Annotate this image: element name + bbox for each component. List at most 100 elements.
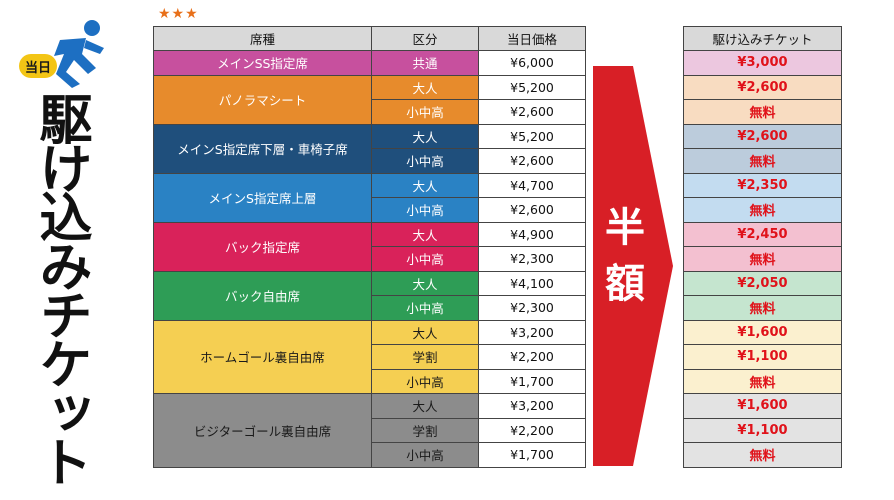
table-row: 小中高 ¥2,300 xyxy=(154,295,586,321)
rush-price-cell: ¥2,350 xyxy=(683,172,842,198)
rush-row: ¥1,100 xyxy=(683,417,842,443)
price-cell: ¥2,600 xyxy=(478,99,586,125)
price-table-header: 席種 区分 当日価格 xyxy=(153,26,586,51)
category-cell: 大人 xyxy=(371,270,479,296)
table-row: ホームゴール裏自由席 大人 ¥3,200 xyxy=(153,319,586,394)
price-cell: ¥3,200 xyxy=(478,393,586,419)
table-row: 学割 ¥2,200 xyxy=(154,344,586,370)
seat-type-cell: ホームゴール裏自由席 xyxy=(153,319,372,394)
rush-row: 無料 xyxy=(683,148,842,174)
rush-row: 無料 xyxy=(683,99,842,125)
rush-row: ¥2,450 xyxy=(683,221,842,247)
seat-type-cell: バック自由席 xyxy=(153,270,372,321)
table-row: 小中高 ¥1,700 xyxy=(154,442,586,468)
category-cell: 大人 xyxy=(371,393,479,419)
category-cell: 共通 xyxy=(371,50,479,76)
price-cell: ¥4,100 xyxy=(478,270,586,296)
category-cell: 小中高 xyxy=(371,246,479,272)
rush-price-cell: ¥3,000 xyxy=(683,50,842,76)
rush-row: ¥2,600 xyxy=(683,123,842,149)
price-cell: ¥3,200 xyxy=(478,319,586,345)
rush-row: ¥2,350 xyxy=(683,172,842,198)
price-cell: ¥6,000 xyxy=(478,50,586,76)
half-price-arrow xyxy=(593,66,673,466)
category-cell: 小中高 xyxy=(371,442,479,468)
price-cell: ¥4,900 xyxy=(478,221,586,247)
rush-row: ¥2,050 xyxy=(683,270,842,296)
seat-type-cell: メインSS指定席 xyxy=(153,50,372,76)
rush-price-cell: 無料 xyxy=(683,442,842,468)
rush-price-cell: ¥1,100 xyxy=(683,417,842,443)
rating-stars: ★★★ xyxy=(158,6,199,22)
rush-row: ¥1,600 xyxy=(683,319,842,345)
rush-row: ¥3,000 xyxy=(683,50,842,76)
rush-row: 無料 xyxy=(683,368,842,394)
rush-price-cell: ¥2,600 xyxy=(683,123,842,149)
table-row: 小中高 ¥2,600 xyxy=(154,99,586,125)
header-class: 区分 xyxy=(371,26,479,51)
price-cell: ¥2,200 xyxy=(478,417,586,443)
category-cell: 小中高 xyxy=(371,295,479,321)
price-cell: ¥4,700 xyxy=(478,172,586,198)
rush-row: 無料 xyxy=(683,295,842,321)
running-person-icon xyxy=(54,20,104,88)
header-rush-ticket: 駆け込みチケット xyxy=(683,26,842,51)
table-row: ビジターゴール裏自由席 大人 ¥3,200 xyxy=(153,393,586,468)
rush-row: ¥1,600 xyxy=(683,393,842,419)
price-table: 席種 区分 当日価格 メインSS指定席 共通 ¥6,000 パノラマシート 大人 ¥5,2… xyxy=(153,26,586,468)
rush-price-cell: ¥2,600 xyxy=(683,74,842,100)
today-badge: 当日 xyxy=(19,54,57,78)
category-cell: 大人 xyxy=(371,74,479,100)
header-price: 当日価格 xyxy=(478,26,586,51)
price-cell: ¥5,200 xyxy=(478,74,586,100)
rush-row: 無料 xyxy=(683,197,842,223)
price-cell: ¥5,200 xyxy=(478,123,586,149)
header-seat: 席種 xyxy=(153,26,372,51)
category-cell: 小中高 xyxy=(371,197,479,223)
table-row: 小中高 ¥2,600 xyxy=(154,148,586,174)
rush-price-cell: 無料 xyxy=(683,246,842,272)
category-cell: 大人 xyxy=(371,123,479,149)
seat-type-cell: メインS指定席下層・車椅子席 xyxy=(153,123,372,174)
rush-price-cell: 無料 xyxy=(683,197,842,223)
rush-price-cell: ¥2,450 xyxy=(683,221,842,247)
table-row: メインS指定席上層 大人 ¥4,700 xyxy=(153,172,586,223)
rush-price-cell: 無料 xyxy=(683,368,842,394)
seat-type-cell: ビジターゴール裏自由席 xyxy=(153,393,372,468)
table-row: 小中高 ¥1,700 xyxy=(154,368,586,394)
rush-price-cell: 無料 xyxy=(683,295,842,321)
rush-price-cell: ¥2,050 xyxy=(683,270,842,296)
seat-type-cell: メインS指定席上層 xyxy=(153,172,372,223)
rush-price-cell: ¥1,600 xyxy=(683,319,842,345)
price-cell: ¥2,600 xyxy=(478,148,586,174)
category-cell: 学割 xyxy=(371,344,479,370)
category-cell: 小中高 xyxy=(371,99,479,125)
category-cell: 大人 xyxy=(371,221,479,247)
rush-price-cell: ¥1,100 xyxy=(683,344,842,370)
category-cell: 大人 xyxy=(371,172,479,198)
price-cell: ¥1,700 xyxy=(478,368,586,394)
table-row: パノラマシート 大人 ¥5,200 xyxy=(153,74,586,125)
price-cell: ¥2,600 xyxy=(478,197,586,223)
page-title: 駆け込みチケット xyxy=(31,92,92,484)
category-cell: 学割 xyxy=(371,417,479,443)
table-row: メインSS指定席 共通 ¥6,000 xyxy=(153,50,586,76)
category-cell: 小中高 xyxy=(371,368,479,394)
table-row: 小中高 ¥2,600 xyxy=(154,197,586,223)
rush-ticket-table: 駆け込みチケット ¥3,000 ¥2,600 無料 ¥2,600 無料 ¥2,350 無料 ¥… xyxy=(683,26,842,468)
rush-row: 無料 xyxy=(683,246,842,272)
seat-type-cell: パノラマシート xyxy=(153,74,372,125)
rush-row: ¥2,600 xyxy=(683,74,842,100)
table-row: バック自由席 大人 ¥4,100 xyxy=(153,270,586,321)
rush-price-cell: ¥1,600 xyxy=(683,393,842,419)
category-cell: 大人 xyxy=(371,319,479,345)
price-cell: ¥2,200 xyxy=(478,344,586,370)
rush-price-cell: 無料 xyxy=(683,99,842,125)
price-cell: ¥1,700 xyxy=(478,442,586,468)
table-row: バック指定席 大人 ¥4,900 xyxy=(153,221,586,272)
category-cell: 小中高 xyxy=(371,148,479,174)
rush-row: 無料 xyxy=(683,442,842,468)
rush-price-cell: 無料 xyxy=(683,148,842,174)
table-row: メインS指定席下層・車椅子席 大人 ¥5,200 xyxy=(153,123,586,174)
price-cell: ¥2,300 xyxy=(478,246,586,272)
